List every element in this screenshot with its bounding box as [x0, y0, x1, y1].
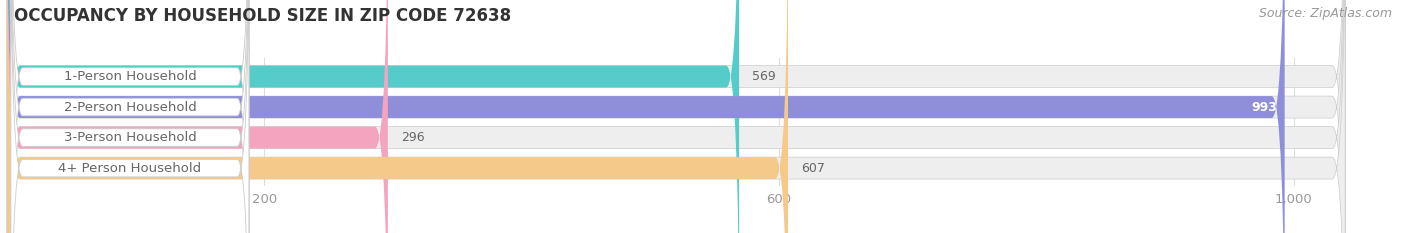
- Text: 569: 569: [752, 70, 776, 83]
- FancyBboxPatch shape: [7, 0, 740, 233]
- FancyBboxPatch shape: [7, 0, 1346, 233]
- Text: 993: 993: [1251, 101, 1277, 113]
- FancyBboxPatch shape: [7, 0, 1346, 233]
- FancyBboxPatch shape: [11, 0, 249, 233]
- FancyBboxPatch shape: [7, 0, 388, 233]
- FancyBboxPatch shape: [11, 0, 249, 233]
- FancyBboxPatch shape: [7, 0, 1346, 233]
- Text: 4+ Person Household: 4+ Person Household: [58, 162, 201, 175]
- Text: 607: 607: [801, 162, 825, 175]
- Text: 1-Person Household: 1-Person Household: [63, 70, 197, 83]
- Text: 296: 296: [401, 131, 425, 144]
- FancyBboxPatch shape: [7, 0, 1285, 233]
- Text: 2-Person Household: 2-Person Household: [63, 101, 197, 113]
- Text: 3-Person Household: 3-Person Household: [63, 131, 197, 144]
- FancyBboxPatch shape: [11, 0, 249, 233]
- Text: OCCUPANCY BY HOUSEHOLD SIZE IN ZIP CODE 72638: OCCUPANCY BY HOUSEHOLD SIZE IN ZIP CODE …: [14, 7, 512, 25]
- FancyBboxPatch shape: [7, 0, 1346, 233]
- FancyBboxPatch shape: [11, 0, 249, 233]
- Text: Source: ZipAtlas.com: Source: ZipAtlas.com: [1258, 7, 1392, 20]
- FancyBboxPatch shape: [7, 0, 787, 233]
